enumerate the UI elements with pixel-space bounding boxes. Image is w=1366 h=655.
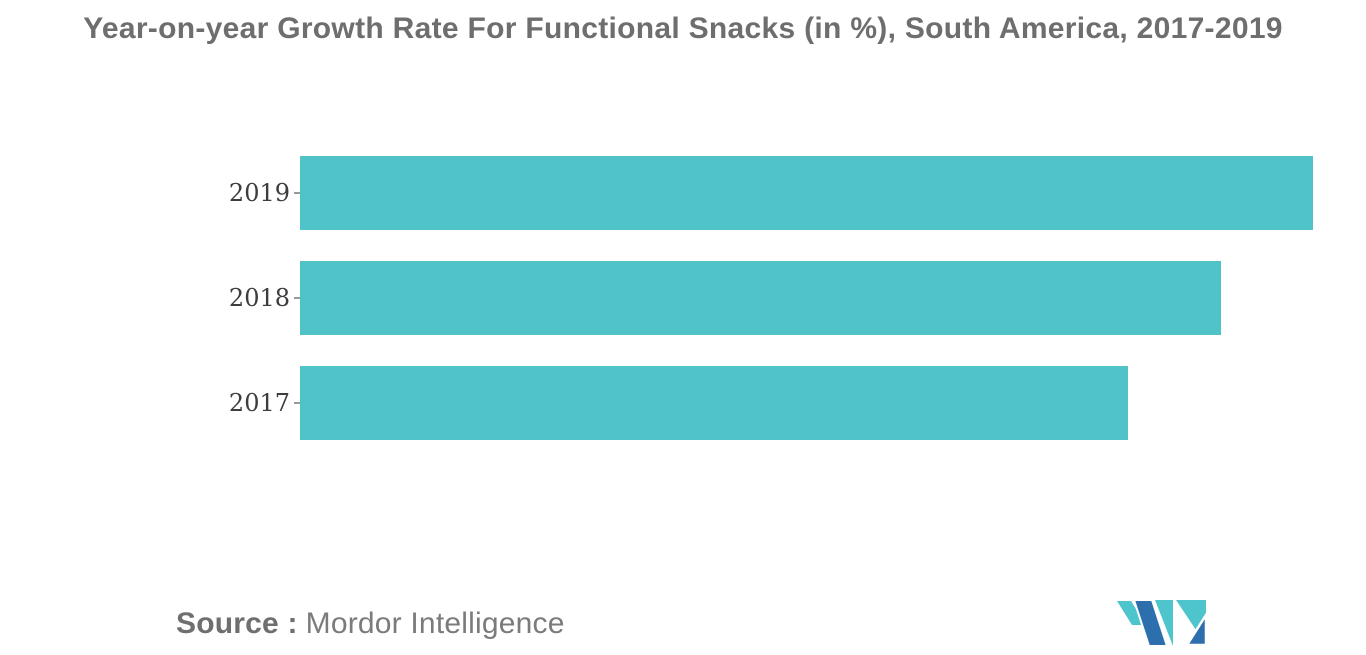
y-axis-label-2018: 2018 (228, 284, 290, 312)
bar-row-2017: 2017 (0, 366, 1366, 440)
bar-2017 (300, 366, 1129, 440)
chart-title: Year-on-year Growth Rate For Functional … (83, 12, 1283, 45)
source-caption: Source : Mordor Intelligence (176, 607, 565, 641)
axis-tick (294, 297, 300, 299)
bar-row-2019: 2019 (0, 156, 1366, 230)
bar-track (300, 261, 1366, 335)
bar-2018 (300, 261, 1221, 335)
bar-track (300, 156, 1366, 230)
source-label: Source : (176, 607, 298, 640)
mordor-intelligence-logo (1117, 600, 1207, 646)
y-axis-label-2019: 2019 (228, 179, 290, 207)
bar-2019 (300, 156, 1313, 230)
bar-row-2018: 2018 (0, 261, 1366, 335)
source-value: Mordor Intelligence (305, 607, 565, 640)
axis-tick (294, 402, 300, 404)
y-axis-label-2017: 2017 (228, 389, 290, 417)
bar-track (300, 366, 1366, 440)
axis-tick (294, 192, 300, 194)
